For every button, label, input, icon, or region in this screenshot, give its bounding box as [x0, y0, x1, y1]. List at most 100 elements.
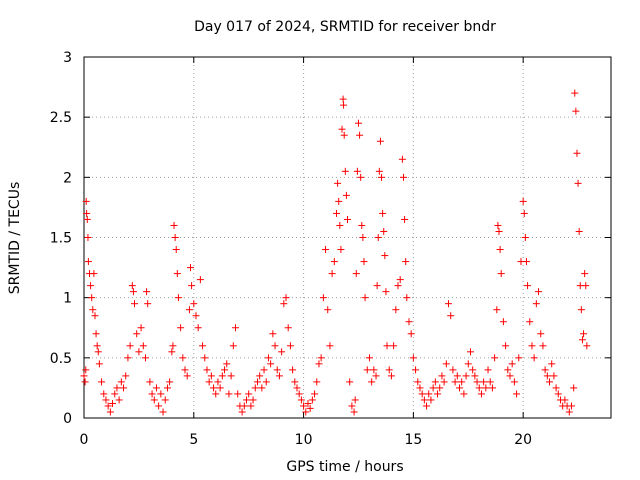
data-point — [229, 342, 237, 350]
data-point — [113, 384, 121, 392]
data-point — [339, 95, 347, 103]
data-point — [256, 372, 264, 380]
data-point — [541, 366, 549, 374]
data-point — [170, 221, 178, 229]
data-point — [260, 366, 268, 374]
data-point — [378, 173, 386, 181]
data-point — [304, 400, 312, 408]
data-point — [106, 408, 114, 416]
data-point — [484, 366, 492, 374]
data-point — [168, 348, 176, 356]
data-point — [365, 354, 373, 362]
data-point — [207, 372, 215, 380]
data-point — [581, 270, 589, 278]
data-point — [133, 330, 141, 338]
data-point — [271, 342, 279, 350]
data-point — [390, 342, 398, 350]
data-point — [372, 372, 380, 380]
data-point — [335, 197, 343, 205]
data-point — [104, 402, 112, 410]
data-point — [90, 270, 98, 278]
data-point — [143, 288, 151, 296]
data-point — [405, 318, 413, 326]
data-point — [109, 400, 117, 408]
data-point — [493, 306, 501, 314]
y-tick-label: 1.5 — [50, 231, 72, 247]
data-point — [94, 348, 102, 356]
data-point — [394, 282, 402, 290]
data-point — [232, 324, 240, 332]
data-point — [550, 372, 558, 380]
data-point — [571, 89, 579, 97]
data-point — [295, 390, 303, 398]
data-point — [458, 378, 466, 386]
data-point — [510, 378, 518, 386]
data-point — [311, 390, 319, 398]
data-point — [423, 402, 431, 410]
data-point — [192, 312, 200, 320]
data-point — [100, 390, 108, 398]
data-point — [583, 342, 591, 350]
data-point — [379, 209, 387, 217]
data-point — [326, 342, 334, 350]
y-tick-label: 1 — [63, 291, 72, 307]
data-point — [225, 390, 233, 398]
data-point — [440, 378, 448, 386]
data-point — [201, 354, 209, 362]
data-point — [203, 366, 211, 374]
x-tick-label: 5 — [189, 432, 198, 448]
data-point — [111, 390, 119, 398]
data-point — [166, 378, 174, 386]
data-point — [412, 366, 420, 374]
data-point — [363, 366, 371, 374]
y-axis-label: SRMTID / TECUs — [7, 182, 23, 295]
data-point — [407, 330, 415, 338]
data-point — [144, 300, 152, 308]
data-point — [382, 288, 390, 296]
data-point — [528, 342, 536, 350]
data-point — [282, 294, 290, 302]
data-point — [572, 107, 580, 115]
data-point — [473, 378, 481, 386]
data-point — [496, 246, 504, 254]
data-point — [409, 354, 417, 362]
data-point — [504, 366, 512, 374]
data-point — [537, 330, 545, 338]
data-point — [346, 378, 354, 386]
data-point — [403, 294, 411, 302]
data-point — [186, 264, 194, 272]
data-point — [161, 396, 169, 404]
data-point — [95, 360, 103, 368]
y-tick-label: 2.5 — [50, 110, 72, 126]
data-point — [214, 378, 222, 386]
data-point — [269, 330, 277, 338]
data-point — [83, 209, 91, 217]
data-point — [188, 282, 196, 290]
data-point — [81, 378, 89, 386]
data-point — [293, 384, 301, 392]
data-point — [336, 221, 344, 229]
data-point — [249, 396, 257, 404]
data-point — [315, 360, 323, 368]
data-point — [570, 384, 578, 392]
data-point — [348, 402, 356, 410]
data-point — [273, 366, 281, 374]
data-point — [376, 137, 384, 145]
data-point — [455, 384, 463, 392]
data-point — [334, 179, 342, 187]
data-point — [475, 384, 483, 392]
data-point — [434, 390, 442, 398]
data-point — [328, 270, 336, 278]
x-tick-label: 0 — [80, 432, 89, 448]
x-tick-label: 20 — [514, 432, 532, 448]
data-point — [577, 306, 585, 314]
data-point — [83, 215, 91, 223]
data-point — [340, 101, 348, 109]
data-point — [460, 390, 468, 398]
data-point — [374, 234, 382, 241]
data-point — [356, 131, 364, 139]
data-point — [185, 306, 193, 314]
data-point — [447, 312, 455, 320]
chart-title: Day 017 of 2024, SRMTID for receiver bnd… — [194, 19, 496, 35]
data-point — [172, 246, 180, 254]
